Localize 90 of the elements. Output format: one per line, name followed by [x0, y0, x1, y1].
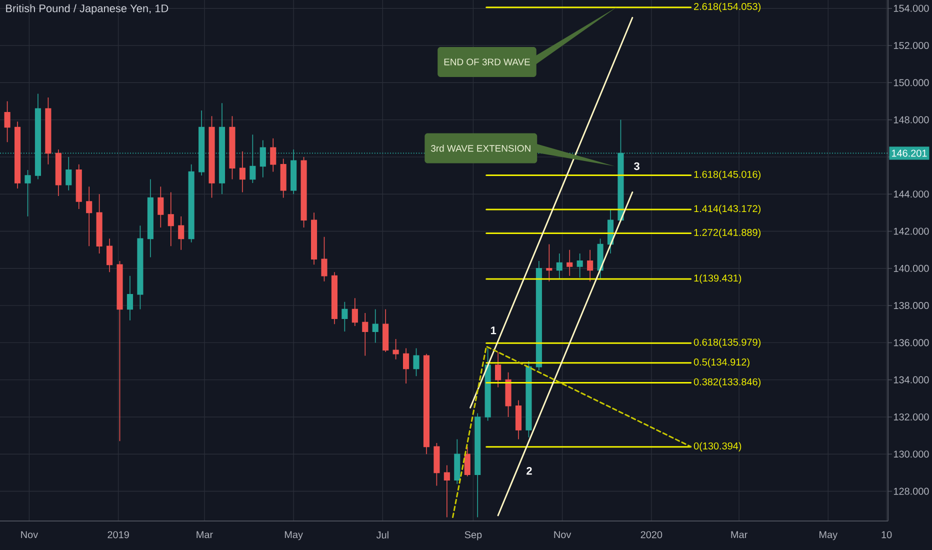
candlestick [505, 372, 512, 418]
candlestick [188, 164, 194, 243]
candlestick [515, 400, 522, 440]
candlestick [464, 446, 470, 477]
annotation: 3 [634, 162, 640, 170]
x-tick-label: Mar [196, 531, 213, 538]
candlestick [423, 353, 430, 455]
y-tick-label: 132.000 [894, 413, 929, 421]
y-tick-label: 152.000 [894, 42, 929, 50]
candlestick [495, 352, 502, 388]
candlestick [239, 150, 246, 193]
candlestick [342, 301, 348, 332]
candlestick [372, 308, 378, 344]
candlestick [178, 216, 184, 250]
candlestick [86, 186, 92, 246]
candlestick [280, 158, 286, 198]
y-tick-label: 138.000 [894, 302, 929, 310]
y-tick-label: 136.000 [894, 339, 929, 346]
series-label: 2.618(154.053) [694, 2, 760, 12]
candlestick [362, 312, 368, 356]
y-tick-label: 140.000 [894, 264, 929, 272]
y-tick-label: 150.000 [894, 79, 929, 86]
series-label: 1.414(143.172) [694, 204, 760, 214]
chart-title: British Pound / Japanese Yen, 1D [6, 4, 168, 14]
candlestick [168, 192, 174, 246]
series-label: 0.618(135.979) [694, 338, 760, 348]
candlestick [434, 442, 440, 486]
annotation: 1 [491, 326, 496, 334]
candlestick [536, 260, 542, 371]
candlestick [116, 260, 123, 442]
y-tick-label: 144.000 [894, 190, 929, 198]
x-tick-label: May [820, 531, 838, 540]
candlestick [576, 253, 583, 278]
candlestick [45, 97, 52, 165]
candlestick [587, 249, 594, 282]
candlestick [566, 249, 573, 276]
candlestick [96, 194, 102, 254]
series-label: 0(130.394) [694, 442, 742, 452]
y-tick-label: 130.000 [894, 450, 929, 458]
candlestick [158, 186, 164, 228]
x-tick-label: 2019 [108, 531, 129, 538]
candlestick [147, 178, 154, 258]
x-tick-label: Jul [376, 531, 388, 539]
series-label: 0.5(134.912) [694, 358, 750, 368]
annotation: 2 [526, 467, 532, 475]
candlestick [76, 164, 82, 210]
series-label: 1(139.431) [694, 274, 742, 284]
candlestick [352, 298, 358, 326]
candlestick [4, 100, 10, 142]
candlestick [331, 272, 338, 325]
candlestick [382, 308, 389, 352]
y-tick-label: 154.000 [894, 4, 929, 12]
candlestick [321, 236, 328, 282]
x-tick-label: 10 [882, 531, 892, 538]
candlestick [126, 275, 134, 321]
candlestick [556, 253, 562, 280]
candlestick [526, 360, 532, 438]
series-label: 0.382(133.846) [694, 378, 760, 388]
x-tick-label: Nov [554, 531, 572, 538]
candlestick [24, 170, 31, 217]
y-tick-label: 128.000 [894, 488, 929, 495]
candlestick [270, 138, 276, 172]
series-label: 1.272(141.889) [694, 228, 760, 238]
candlestick [208, 116, 215, 198]
x-tick-label: Nov [21, 531, 38, 538]
candlestick [413, 348, 420, 377]
ref-line-label: 146.201 [892, 150, 927, 157]
candlestick [454, 438, 460, 484]
candlestick [106, 238, 113, 273]
candlestick [137, 225, 144, 310]
x-tick-label: Sep [464, 531, 482, 540]
candlestick [55, 149, 62, 196]
candlestick [474, 412, 481, 518]
y-tick-label: 142.000 [894, 228, 929, 235]
y-tick-label: 148.000 [894, 116, 929, 124]
candlestick [14, 121, 21, 189]
candlestick [300, 156, 307, 228]
candlestick [310, 212, 318, 266]
x-tick-label: May [284, 531, 303, 540]
annotation: END OF 3RD WAVE [444, 58, 530, 66]
candlestick [444, 464, 450, 518]
x-tick-label: 2020 [640, 531, 662, 538]
candlestick [403, 348, 410, 384]
x-tick-label: Mar [731, 531, 748, 538]
candlestick [229, 116, 236, 180]
candlestick [66, 156, 72, 191]
candlestick [484, 348, 491, 422]
y-tick-label: 134.000 [894, 376, 929, 384]
annotation: 3rd WAVE EXTENSION [431, 144, 530, 152]
series-label: 1.618(145.016) [694, 170, 760, 180]
